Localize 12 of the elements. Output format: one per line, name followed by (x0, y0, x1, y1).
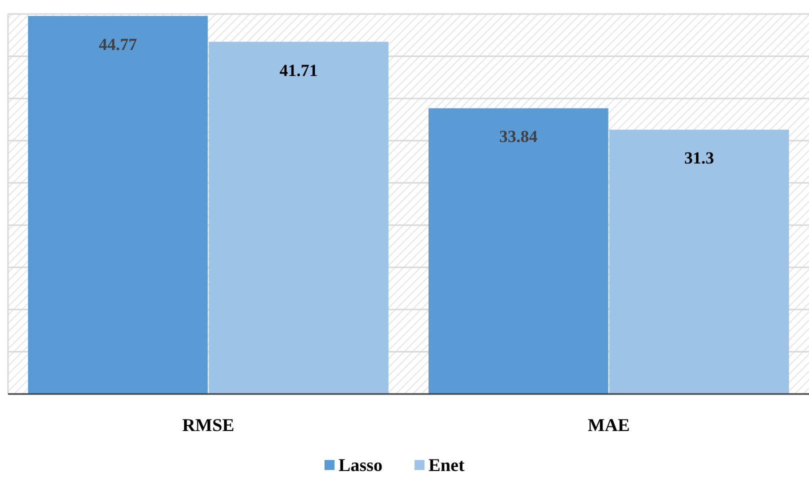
legend-label: Lasso (338, 455, 383, 475)
legend-label: Enet (428, 455, 465, 475)
data-label: 33.84 (499, 127, 538, 146)
x-tick-label: MAE (588, 415, 630, 435)
bar (28, 16, 208, 394)
data-label: 44.77 (98, 34, 138, 54)
data-label: 41.71 (279, 60, 318, 80)
data-label: 31.3 (684, 148, 714, 168)
bar (208, 42, 388, 394)
x-tick-label: RMSE (182, 415, 234, 435)
bar (609, 130, 789, 394)
bar (428, 108, 608, 394)
